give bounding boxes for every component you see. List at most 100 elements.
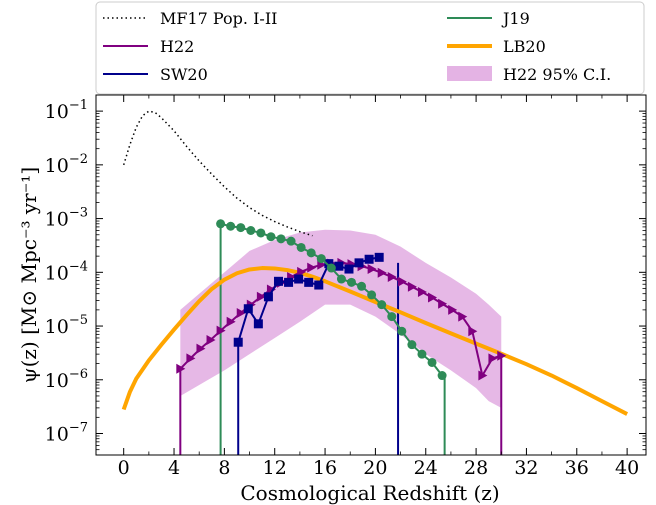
x-tick-label: 20 [363, 457, 387, 479]
x-tick-label: 32 [514, 457, 538, 479]
point-h22 [458, 311, 468, 322]
y-tick-label: 10−7 [45, 421, 88, 446]
x-tick-label: 12 [263, 457, 287, 479]
y-tick-label: 10−2 [45, 152, 88, 177]
x-tick-label: 24 [414, 457, 438, 479]
x-tick-label: 40 [615, 457, 639, 479]
point-j19 [276, 234, 286, 244]
point-j19 [216, 219, 226, 229]
point-h22 [377, 267, 387, 278]
point-j19 [437, 371, 447, 381]
y-axis-title: ψ(z) [M⊙ Mpc⁻³ yr⁻¹] [17, 167, 41, 383]
point-j19 [367, 290, 377, 300]
y-tick-label: 10−6 [45, 367, 88, 392]
point-sw20 [364, 254, 374, 264]
x-axis-title: Cosmological Redshift (z) [240, 481, 499, 505]
x-tick-label: 16 [313, 457, 337, 479]
point-j19 [357, 281, 367, 291]
point-h22 [407, 281, 417, 292]
point-j19 [417, 349, 427, 359]
x-tick-label: 0 [118, 457, 130, 479]
point-h22 [387, 271, 397, 282]
point-h22 [397, 276, 407, 287]
point-h22 [448, 304, 458, 315]
legend-label-h22-ci: H22 95% C.I. [503, 65, 611, 84]
series-line-mf17-pop-i-ii [122, 110, 313, 237]
x-tick-label: 8 [218, 457, 230, 479]
y-tick-label: 10−4 [45, 259, 88, 284]
legend: MF17 Pop. I-II H22 SW20 J19 LB20 H22 95%… [95, 1, 645, 95]
point-h22 [206, 334, 216, 345]
point-j19 [246, 226, 256, 236]
point-j19 [377, 300, 387, 310]
point-j19 [427, 357, 437, 367]
legend-entry-h22-ci: H22 95% C.I. [447, 65, 611, 84]
legend-label-h22: H22 [160, 37, 194, 56]
point-j19 [296, 242, 306, 252]
point-h22 [478, 370, 488, 381]
legend-entry-lb20: LB20 [447, 37, 546, 56]
point-j19 [236, 223, 246, 233]
point-h22 [297, 266, 307, 277]
legend-label-sw20: SW20 [160, 65, 208, 84]
point-h22 [497, 350, 507, 361]
point-h22 [196, 343, 206, 354]
point-h22 [186, 353, 196, 364]
point-j19 [346, 277, 356, 287]
point-sw20 [284, 277, 294, 287]
x-tick-label: 36 [565, 457, 589, 479]
point-h22 [428, 292, 438, 303]
point-h22 [216, 325, 226, 336]
point-sw20 [273, 276, 283, 286]
point-h22 [488, 353, 498, 364]
point-j19 [387, 312, 397, 322]
point-h22 [256, 291, 266, 302]
point-h22 [266, 284, 276, 295]
legend-swatch-h22-ci [447, 66, 492, 81]
point-j19 [407, 340, 417, 350]
point-h22 [236, 307, 246, 318]
point-sw20 [263, 292, 273, 302]
plot-area [121, 110, 629, 455]
point-h22 [367, 264, 377, 275]
axes: 0 4 8 12 16 20 24 28 32 36 40 10−1 10−2 10−3 10−4 10−5 1… [45, 94, 647, 479]
y-tick-label: 10−1 [45, 98, 88, 123]
point-sw20 [344, 264, 354, 274]
point-sw20 [334, 261, 344, 271]
point-sw20 [374, 252, 384, 262]
point-sw20 [294, 274, 304, 284]
point-j19 [336, 274, 346, 284]
point-h22 [468, 326, 478, 337]
legend-entry-sw20: SW20 [103, 65, 208, 84]
point-j19 [326, 263, 336, 273]
point-j19 [226, 221, 236, 231]
point-sw20 [233, 337, 243, 347]
legend-label-mf17: MF17 Pop. I-II [160, 9, 277, 28]
point-j19 [266, 232, 276, 242]
point-j19 [316, 254, 326, 264]
point-j19 [397, 326, 407, 336]
point-j19 [306, 248, 316, 258]
point-sw20 [304, 277, 314, 287]
point-h22 [176, 363, 186, 374]
legend-frame [95, 1, 645, 95]
legend-label-lb20: LB20 [503, 37, 546, 56]
legend-label-j19: J19 [501, 9, 530, 28]
point-sw20 [253, 319, 263, 329]
point-h22 [226, 316, 236, 327]
x-tick-label: 4 [168, 457, 180, 479]
x-tick-label: 28 [464, 457, 488, 479]
point-h22 [438, 298, 448, 309]
legend-entry-mf17: MF17 Pop. I-II [103, 9, 277, 28]
legend-entry-h22: H22 [103, 37, 194, 56]
point-sw20 [243, 304, 253, 314]
y-tick-label: 10−5 [45, 313, 88, 338]
point-sw20 [354, 258, 364, 268]
y-tick-label: 10−3 [45, 206, 88, 231]
point-j19 [256, 228, 266, 238]
legend-entry-j19: J19 [447, 9, 530, 28]
point-sw20 [314, 280, 324, 290]
point-sw20 [324, 259, 334, 269]
band-h22-95-c-i [180, 229, 502, 408]
